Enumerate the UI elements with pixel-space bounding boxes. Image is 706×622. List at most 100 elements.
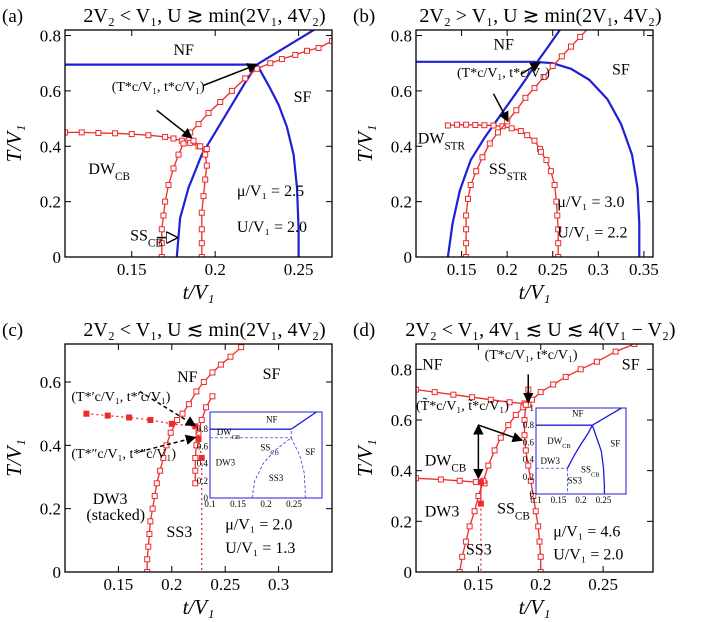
panel-0-point-4-4	[128, 131, 135, 138]
panel-2-inset-ytick-4: 0.8	[197, 424, 209, 434]
panel-2-point-0-19	[227, 353, 234, 360]
panel-2-label-tc1: (T*′c/V₁, t*′c/V₁)	[71, 390, 170, 405]
panel-0-ytick-label-2: 0.4	[40, 137, 62, 156]
panel-3-xtick-label-2: 0.25	[588, 575, 618, 594]
panel-1-point-3-5	[490, 122, 497, 129]
panel-0-arrow-1	[156, 109, 193, 139]
panel-3-arrow-2	[478, 424, 524, 443]
panel-3-ytick-label-3: 0.6	[391, 411, 412, 430]
panel-3-point-1-3	[472, 479, 479, 486]
panel-2-point-2-4	[168, 420, 175, 427]
panel-2-point-0-15	[193, 388, 200, 395]
panel-2-point-0-9	[160, 455, 167, 461]
panel-0-point-5-11	[205, 110, 212, 116]
panel-3-inset-ytick-2: 0.4	[523, 455, 535, 465]
panel-1-ytick-label-1: 0.2	[391, 193, 412, 212]
panel-2-ytick-label-3: 0.6	[40, 373, 61, 392]
panel-0-point-5-12	[217, 99, 224, 105]
panel-2-point-0-20	[238, 344, 245, 351]
panel-1-point-4-17	[568, 43, 574, 50]
panel-3-point-2-8	[491, 447, 498, 454]
panel-0-point-6-8	[197, 143, 204, 150]
panel-3-point-0-3	[469, 394, 476, 401]
panel-1-point-4-12	[522, 94, 529, 101]
panel-2-ylabel: T/V₁	[2, 439, 26, 477]
panel-0-point-4-7	[170, 135, 177, 142]
panel-0-point-6-2	[198, 226, 205, 233]
panel-2-point-0-14	[185, 401, 192, 408]
panel-0-point-4-2	[95, 130, 102, 136]
panel-1-point-5-8	[537, 148, 544, 155]
panel-3-label-u: U/V₁ = 2.0	[553, 546, 623, 563]
panel-1-point-4-11	[513, 107, 520, 114]
panel-2-inset-frame	[209, 411, 323, 499]
panel-3-inset-ytick-1: 0.2	[523, 472, 534, 482]
panel-2-inset-ytick-2: 0.4	[197, 459, 209, 469]
panel-0-frame	[64, 29, 333, 258]
panel-3-point-3-2	[536, 538, 543, 545]
panel-1-point-4-2	[463, 226, 470, 233]
panel-2-arrow-1	[139, 434, 197, 453]
panel-1-point-5-6	[547, 168, 554, 175]
panel-0-ytick-label-1: 0.2	[40, 193, 61, 212]
panel-0-point-5-7	[175, 151, 182, 158]
panel-0-xtick-label-0: 0.15	[117, 260, 147, 279]
panel-0-title: 2V₂ < V₁, U ≳ min(2V₁, 4V₂)	[83, 5, 325, 27]
panel-3-ytick-label-2: 0.4	[391, 462, 413, 481]
panel-1-xtick-label-4: 0.35	[629, 260, 659, 279]
panel-2: (c) 2V₂ < V₁, U ≲ min(2V₁, 4V₂) 0.15 0.2 0.2…	[2, 319, 333, 619]
panel-3-point-3-6	[527, 477, 534, 484]
panel-0-point-4-11	[203, 146, 210, 152]
panel-2-point-0-2	[145, 543, 152, 550]
panel-2-point-1-4	[193, 442, 200, 449]
panel-1-point-3-0	[444, 122, 451, 129]
panel-2-point-1-2	[198, 417, 205, 423]
panel-0-ytick-label-0: 0	[53, 248, 62, 267]
panel-3-inset-ytick-0: 0	[530, 489, 535, 499]
panel-2-inset-label-ss3: SS3	[269, 473, 284, 483]
panel-2-arrow-0	[139, 390, 197, 427]
panel-1-point-4-15	[549, 63, 556, 69]
panel-2-point-2-0	[83, 410, 90, 417]
panel-3-inset-label-sf: SF	[610, 439, 620, 449]
panel-2-point-1-3	[195, 429, 202, 436]
panel-1-xtick-label-3: 0.3	[588, 260, 609, 279]
panel-0-plot-area	[65, 30, 332, 257]
panel-2-ytick-label-0: 0	[53, 563, 62, 582]
panel-1-point-4-7	[479, 154, 486, 161]
panel-2-xtick-label-1: 0.2	[161, 575, 182, 594]
panel-2-point-0-13	[179, 410, 186, 417]
panel-1-point-4-5	[467, 182, 474, 188]
panel-2-point-1-6	[192, 467, 199, 474]
panel-2-inset-xtick-2: 0.2	[260, 499, 271, 509]
panel-0-point-6-5	[202, 176, 209, 183]
panel-3-point-2-7	[485, 462, 492, 469]
panel-2-point-0-6	[151, 493, 158, 499]
panel-2-xtick-label-2: 0.25	[210, 575, 240, 594]
panel-3-label-ss3: SS3	[466, 541, 492, 558]
panel-0-point-5-6	[170, 165, 177, 172]
panel-3-point-3-3	[535, 523, 542, 530]
panel-3-point-3-11	[522, 401, 529, 408]
panel-2-point-2-1	[104, 412, 111, 419]
panel-0-xtick-label-2: 0.25	[284, 260, 314, 279]
panel-3-point-3-10	[521, 417, 528, 423]
panel-3: (d) 2V₂ < V₁, 4V₁ ≲ U ≲ 4(V₁ − V₂) 0.15 0.2…	[353, 319, 676, 619]
panel-3-point-2-5	[475, 493, 482, 499]
panel-3-point-2-9	[497, 434, 504, 441]
panel-0-label-nf: NF	[174, 42, 195, 59]
panel-1-point-3-2	[463, 121, 470, 128]
panel-2-inset-xtick-1: 0.15	[230, 499, 246, 509]
panel-0-point-6-7	[202, 151, 209, 158]
panel-3-label-dw3: DW3	[425, 503, 460, 520]
panel-2-point-0-3	[146, 531, 153, 537]
panel-1-point-3-9	[524, 132, 531, 139]
panel-0-point-4-0	[65, 129, 68, 136]
panel-0-xlabel: t/V₁	[183, 280, 215, 304]
panel-0-point-6-4	[200, 193, 207, 200]
panel-2-point-2-3	[147, 417, 154, 423]
panel-2-point-1-7	[192, 480, 199, 487]
